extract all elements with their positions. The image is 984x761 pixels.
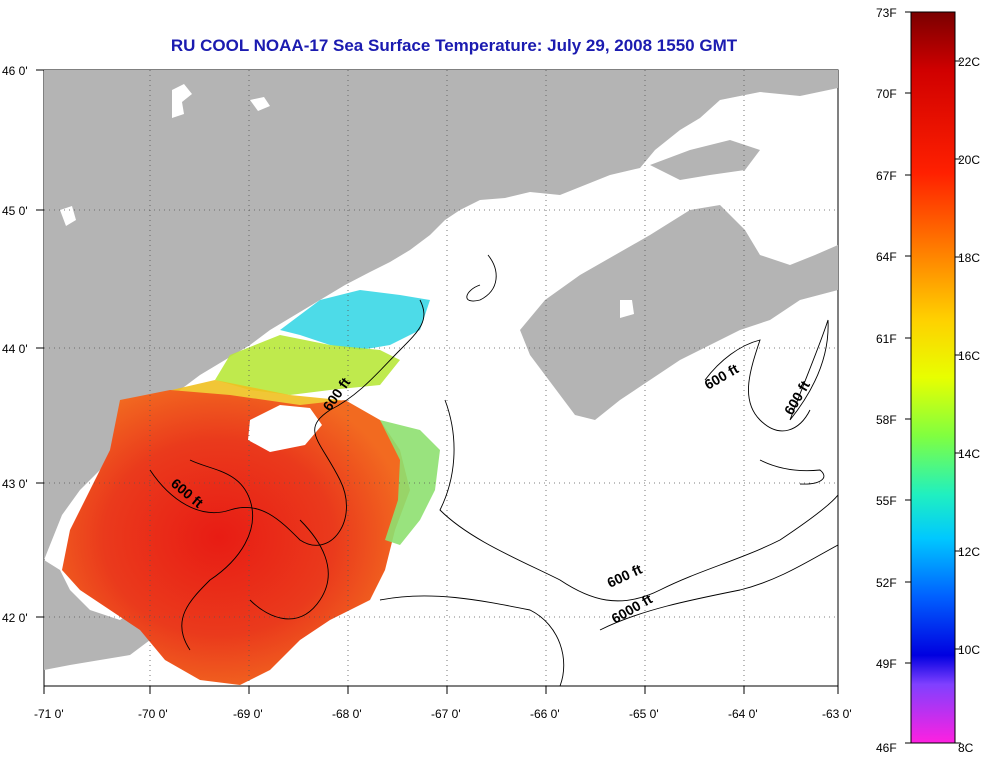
sst-east-edge xyxy=(380,420,440,545)
colorbar-c-label: 10C xyxy=(958,643,980,657)
lat-label: 44 0' xyxy=(2,342,28,356)
lon-label: -71 0' xyxy=(34,707,64,721)
colorbar-celsius-labels: 22C 20C 18C 16C 14C 12C 10C 8C xyxy=(958,55,980,755)
lon-labels: -71 0' -70 0' -69 0' -68 0' -67 0' -66 0… xyxy=(34,707,852,721)
colorbar-c-label: 12C xyxy=(958,545,980,559)
lon-label: -66 0' xyxy=(530,707,560,721)
lon-label: -65 0' xyxy=(629,707,659,721)
colorbar-c-label: 16C xyxy=(958,349,980,363)
bathymetry-contours xyxy=(149,254,838,686)
colorbar-fahrenheit-labels: 73F 70F 67F 64F 61F 58F 55F 52F 49F 46F xyxy=(876,6,897,755)
colorbar-c-label: 8C xyxy=(958,741,974,755)
colorbar-ticks xyxy=(905,11,961,744)
lat-label: 43 0' xyxy=(2,477,28,491)
lat-label: 46 0' xyxy=(2,64,28,78)
land-mainland xyxy=(44,70,838,560)
colorbar-c-label: 22C xyxy=(958,55,980,69)
sst-warm-core xyxy=(62,390,410,685)
colorbar-f-label: 61F xyxy=(876,332,897,346)
lat-label: 45 0' xyxy=(2,204,28,218)
sst-mid-band xyxy=(215,335,400,395)
cloud-gap xyxy=(248,405,322,452)
land-cape-cod xyxy=(44,560,160,670)
sst-cool-band xyxy=(280,290,430,350)
colorbar-f-label: 55F xyxy=(876,494,897,508)
colorbar-f-label: 52F xyxy=(876,576,897,590)
colorbar-f-label: 73F xyxy=(876,6,897,20)
colorbar xyxy=(910,11,956,744)
colorbar-c-label: 20C xyxy=(958,153,980,167)
lat-label: 42 0' xyxy=(2,611,28,625)
colorbar-f-label: 46F xyxy=(876,741,897,755)
colorbar-c-label: 18C xyxy=(958,251,980,265)
lon-label: -63 0' xyxy=(822,707,852,721)
axis-ticks xyxy=(36,69,839,694)
lon-label: -67 0' xyxy=(431,707,461,721)
colorbar-f-label: 49F xyxy=(876,657,897,671)
colorbar-f-label: 70F xyxy=(876,87,897,101)
colorbar-c-label: 14C xyxy=(958,447,980,461)
colorbar-f-label: 58F xyxy=(876,413,897,427)
land-nova-scotia xyxy=(520,205,838,420)
colorbar-f-label: 67F xyxy=(876,169,897,183)
lon-label: -70 0' xyxy=(138,707,168,721)
lat-labels: 46 0' 45 0' 44 0' 43 0' 42 0' xyxy=(2,64,28,625)
colorbar-f-label: 64F xyxy=(876,250,897,264)
lon-label: -69 0' xyxy=(233,707,263,721)
lon-label: -64 0' xyxy=(728,707,758,721)
land-pei xyxy=(650,140,760,180)
lon-label: -68 0' xyxy=(332,707,362,721)
map-title: RU COOL NOAA-17 Sea Surface Temperature:… xyxy=(170,36,738,55)
